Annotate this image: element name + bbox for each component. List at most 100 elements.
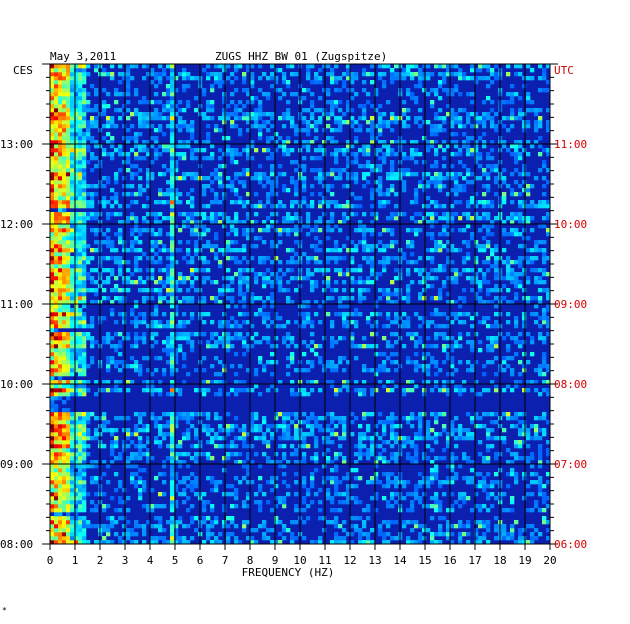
heatmap-cell <box>66 272 71 277</box>
heatmap-cell <box>182 356 187 361</box>
heatmap-cell <box>50 432 55 437</box>
heatmap-cell <box>346 204 351 209</box>
heatmap-cell <box>350 420 355 425</box>
heatmap-cell <box>414 432 419 437</box>
heatmap-cell <box>386 340 391 345</box>
heatmap-cell <box>274 280 279 285</box>
heatmap-cell <box>242 352 247 357</box>
heatmap-cell <box>290 536 295 541</box>
heatmap-cell <box>54 188 59 193</box>
heatmap-cell <box>262 260 267 265</box>
heatmap-cell <box>154 436 159 441</box>
heatmap-cell <box>494 192 499 197</box>
heatmap-cell <box>382 448 387 453</box>
heatmap-cell <box>190 444 195 449</box>
heatmap-cell <box>114 416 119 421</box>
heatmap-cell <box>70 420 75 425</box>
heatmap-cell <box>254 148 259 153</box>
heatmap-cell <box>190 280 195 285</box>
heatmap-cell <box>66 220 71 225</box>
heatmap-cell <box>242 528 247 533</box>
heatmap-cell <box>374 432 379 437</box>
heatmap-cell <box>58 348 63 353</box>
heatmap-cell <box>54 168 59 173</box>
heatmap-cell <box>526 484 531 489</box>
heatmap-cell <box>434 540 439 545</box>
heatmap-cell <box>50 184 55 189</box>
heatmap-cell <box>514 212 519 217</box>
heatmap-cell <box>410 228 415 233</box>
heatmap-cell <box>62 456 67 461</box>
heatmap-cell <box>54 364 59 369</box>
heatmap-cell <box>130 244 135 249</box>
heatmap-cell <box>406 320 411 325</box>
heatmap-cell <box>542 412 547 417</box>
heatmap-cell <box>282 496 287 501</box>
heatmap-cell <box>482 184 487 189</box>
heatmap-cell <box>494 256 499 261</box>
heatmap-cell <box>234 176 239 181</box>
heatmap-cell <box>254 296 259 301</box>
heatmap-cell <box>466 524 471 529</box>
heatmap-cell <box>494 216 499 221</box>
heatmap-cell <box>66 228 71 233</box>
heatmap-cell <box>150 412 155 417</box>
heatmap-cell <box>234 212 239 217</box>
heatmap-cell <box>218 180 223 185</box>
heatmap-cell <box>82 204 87 209</box>
heatmap-cell <box>390 240 395 245</box>
heatmap-cell <box>110 344 115 349</box>
heatmap-cell <box>62 212 67 217</box>
heatmap-cell <box>546 304 551 309</box>
heatmap-cell <box>442 332 447 337</box>
heatmap-cell <box>530 452 535 457</box>
heatmap-cell <box>130 312 135 317</box>
heatmap-cell <box>522 428 527 433</box>
heatmap-cell <box>526 248 531 253</box>
heatmap-cell <box>282 148 287 153</box>
heatmap-cell <box>490 264 495 269</box>
heatmap-cell <box>66 520 71 525</box>
heatmap-cell <box>102 416 107 421</box>
heatmap-cell <box>262 416 267 421</box>
heatmap-cell <box>282 452 287 457</box>
heatmap-cell <box>66 332 71 337</box>
heatmap-cell <box>178 228 183 233</box>
heatmap-cell <box>406 156 411 161</box>
heatmap-cell <box>210 504 215 509</box>
heatmap-cell <box>510 368 515 373</box>
heatmap-cell <box>286 424 291 429</box>
heatmap-cell <box>454 212 459 217</box>
heatmap-cell <box>542 316 547 321</box>
heatmap-cell <box>170 268 175 273</box>
heatmap-cell <box>138 248 143 253</box>
heatmap-cell <box>154 240 159 245</box>
heatmap-cell <box>462 176 467 181</box>
heatmap-cell <box>58 228 63 233</box>
heatmap-cell <box>214 192 219 197</box>
heatmap-cell <box>226 532 231 537</box>
heatmap-cell <box>310 476 315 481</box>
heatmap-cell <box>142 488 147 493</box>
heatmap-cell <box>402 444 407 449</box>
heatmap-cell <box>302 508 307 513</box>
heatmap-cell <box>330 184 335 189</box>
heatmap-cell <box>338 304 343 309</box>
heatmap-cell <box>394 424 399 429</box>
heatmap-cell <box>242 436 247 441</box>
heatmap-cell <box>422 352 427 357</box>
heatmap-cell <box>486 232 491 237</box>
heatmap-cell <box>362 344 367 349</box>
heatmap-cell <box>118 148 123 153</box>
heatmap-cell <box>382 364 387 369</box>
heatmap-cell <box>302 224 307 229</box>
heatmap-cell <box>50 392 55 397</box>
heatmap-cell <box>214 444 219 449</box>
heatmap-cell <box>66 336 71 341</box>
heatmap-cell <box>526 432 531 437</box>
heatmap-cell <box>274 212 279 217</box>
heatmap-cell <box>70 464 75 469</box>
heatmap-cell <box>306 416 311 421</box>
heatmap-cell <box>70 148 75 153</box>
heatmap-cell <box>170 456 175 461</box>
